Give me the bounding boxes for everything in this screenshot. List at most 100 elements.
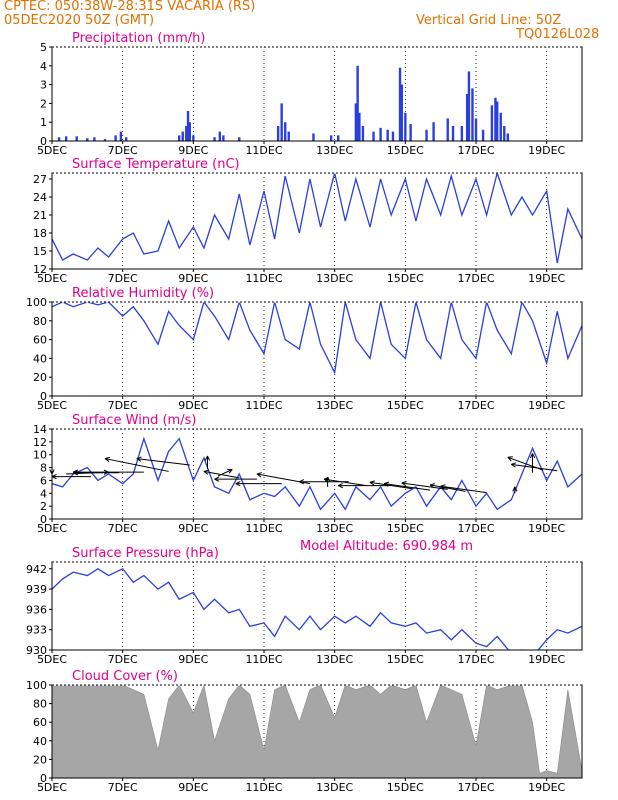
- wind-arrow: [203, 469, 240, 479]
- wind-arrow-head: [256, 473, 262, 478]
- humidity-line: [52, 302, 582, 375]
- wind-arrow-head: [514, 486, 518, 492]
- precipitation-bar: [276, 125, 280, 141]
- pressure-line: [52, 567, 582, 650]
- cloud-cover-title: Cloud Cover (%): [72, 669, 178, 684]
- pressure-x-tick-label: 11DEC: [245, 653, 282, 666]
- precipitation-bar: [280, 103, 283, 141]
- temperature-x-tick-label: 5DEC: [37, 272, 67, 285]
- wind-arrow-head: [512, 486, 516, 492]
- wind-y-tick-label: 4: [40, 487, 47, 500]
- precipitation-bar: [372, 131, 375, 141]
- precipitation-bar: [218, 131, 222, 141]
- precipitation-bar: [474, 118, 478, 141]
- cloud-cover-y-tick-label: 40: [33, 735, 47, 748]
- wind-arrow-head: [507, 456, 513, 458]
- wind-arrow: [512, 486, 518, 494]
- wind-arrow-head: [369, 480, 375, 483]
- precipitation-bar: [409, 124, 412, 141]
- precipitation-frame: [51, 46, 583, 142]
- precipitation-y-tick-label: 2: [40, 97, 47, 110]
- wind-arrow-head: [440, 484, 446, 487]
- precipitation-bar: [451, 125, 455, 141]
- cloud-cover-chart: 0 20 40 60 80 100 5DEC 7DEC 9DEC 11DEC 13DEC 15DEC 1…: [26, 669, 583, 794]
- precipitation-bar: [379, 127, 382, 141]
- wind-arrow-head: [383, 483, 389, 487]
- precipitation-y-tick-label: 0: [40, 135, 47, 148]
- pressure-x-tick-label: 5DEC: [37, 653, 67, 666]
- wind-x-tick-label: 5DEC: [37, 522, 67, 535]
- model-code: TQ0126L028: [516, 27, 600, 42]
- precipitation-bar: [284, 122, 287, 141]
- wind-arrow: [214, 476, 257, 482]
- precipitation-x-tick-label: 15DEC: [387, 144, 424, 157]
- wind-arrow-head: [72, 471, 78, 475]
- precipitation-bar: [178, 135, 181, 141]
- cloud-cover-x-tick-label: 15DEC: [387, 781, 424, 794]
- pressure-x-tick-label: 13DEC: [316, 653, 353, 666]
- wind-arrow-shaft: [104, 458, 169, 472]
- temperature-x-tick-label: 19DEC: [528, 272, 565, 285]
- precipitation-bar: [460, 125, 464, 141]
- pressure-plot-area: [52, 562, 582, 650]
- humidity-x-tick-label: 9DEC: [178, 399, 208, 412]
- temperature-title: Surface Temperature (nC): [72, 157, 240, 172]
- cloud-cover-x-tick-label: 5DEC: [37, 781, 67, 794]
- precipitation-bar: [465, 94, 469, 141]
- wind-x-tick-label: 9DEC: [178, 522, 208, 535]
- precipitation-bar: [181, 131, 184, 141]
- precipitation-bar: [192, 135, 195, 141]
- pressure-x-tick-label: 19DEC: [528, 653, 565, 666]
- wind-arrow-head: [214, 478, 220, 482]
- wind-arrow-head: [214, 476, 220, 480]
- temperature-y-tick-label: 21: [33, 209, 47, 222]
- run-date: 05DEC2020 50Z (GMT): [4, 13, 155, 28]
- precipitation-bar: [354, 103, 358, 141]
- cloud-cover-x-tick-label: 9DEC: [178, 781, 208, 794]
- wind-y-tick-label: 0: [40, 513, 47, 526]
- wind-arrow-shaft: [401, 482, 448, 490]
- precipitation-bar: [358, 112, 361, 141]
- precipitation-y-tick-label: 5: [40, 41, 47, 54]
- wind-arrow-head: [203, 469, 209, 472]
- wind-arrow-head: [440, 485, 446, 490]
- precipitation-bar: [213, 137, 216, 141]
- precipitation-x-tick-label: 11DEC: [245, 144, 282, 157]
- pressure-title: Surface Pressure (hPa): [72, 546, 219, 561]
- precipitation-y-tick-label: 1: [40, 116, 47, 129]
- wind-arrow: [529, 453, 536, 473]
- precipitation-bar: [446, 118, 449, 141]
- precipitation-bar: [337, 135, 340, 141]
- wind-plot-area: [52, 429, 582, 519]
- wind-arrow-head: [299, 479, 305, 483]
- pressure-y-tick-label: 933: [26, 624, 47, 637]
- temperature-x-tick-label: 13DEC: [316, 272, 353, 285]
- precipitation-bar: [329, 135, 333, 141]
- wind-arrow: [104, 456, 169, 472]
- cloud-cover-x-tick-label: 13DEC: [316, 781, 353, 794]
- temperature-y-tick-label: 12: [33, 263, 47, 276]
- wind-arrow-shaft: [136, 458, 190, 466]
- precipitation-bar: [356, 65, 359, 141]
- wind-arrow-head: [104, 458, 110, 462]
- precipitation-bar: [496, 101, 499, 141]
- cloud-cover-y-tick-label: 80: [33, 698, 47, 711]
- wind-arrow-head: [323, 477, 329, 480]
- wind-arrows: [49, 453, 558, 494]
- wind-arrow: [51, 473, 91, 480]
- wind-arrow-head: [529, 453, 533, 459]
- wind-arrow: [337, 482, 392, 489]
- temperature-y-tick-label: 27: [33, 173, 47, 186]
- precipitation-bar: [114, 135, 117, 141]
- pressure-x-tick-label: 9DEC: [178, 653, 208, 666]
- humidity-y-tick-label: 80: [33, 315, 47, 328]
- pressure-chart: 930 933 936 939 942 5DEC 7DEC 9DEC 11DEC 13DEC 15D…: [26, 546, 583, 666]
- humidity-frame: [51, 301, 583, 397]
- humidity-x-tick-label: 5DEC: [37, 399, 67, 412]
- wind-arrow-head: [72, 472, 78, 476]
- humidity-y-tick-label: 100: [26, 296, 47, 309]
- precipitation-x-tick-label: 9DEC: [178, 144, 208, 157]
- temperature-x-tick-label: 9DEC: [178, 272, 208, 285]
